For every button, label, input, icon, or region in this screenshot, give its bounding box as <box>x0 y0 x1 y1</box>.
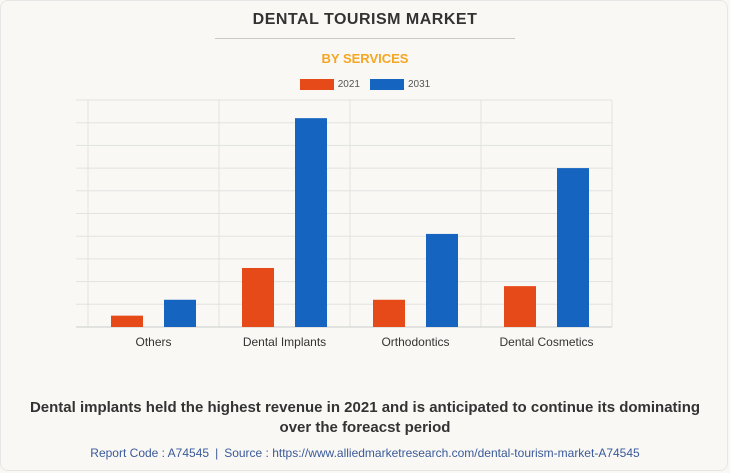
report-code: Report Code : A74545 <box>90 446 210 460</box>
x-tick-label: Others <box>135 335 171 349</box>
x-tick-label: Orthodontics <box>381 335 449 349</box>
legend-label-2021: 2021 <box>337 79 360 90</box>
chart-subtitle: BY SERVICES <box>321 51 409 66</box>
bar-2021 <box>504 286 536 327</box>
source-link[interactable]: Source : https://www.alliedmarketresearc… <box>224 446 640 460</box>
chart-caption: Dental implants held the highest revenue… <box>29 399 701 436</box>
report-footer: Report Code : A74545 | Source : https://ww… <box>0 446 730 460</box>
bar-2021 <box>373 299 405 327</box>
legend-swatch-2021 <box>299 79 334 90</box>
chart-title: DENTAL TOURISM MARKET <box>252 11 478 28</box>
footer-separator: | <box>215 446 219 460</box>
x-tick-label: Dental Cosmetics <box>499 335 593 349</box>
legend-swatch-2031 <box>370 79 404 90</box>
bar-2031 <box>295 118 327 327</box>
legend-item-2031[interactable]: 2031 <box>370 79 430 90</box>
title-divider <box>215 38 515 39</box>
bar-2021 <box>242 267 274 327</box>
bar-2031 <box>426 233 458 327</box>
bar-2031 <box>164 299 196 327</box>
legend-item-2021[interactable]: 2021 <box>299 79 360 90</box>
bar-2021 <box>111 315 143 327</box>
chart-legend: 2021 2031 <box>0 79 730 90</box>
x-tick-label: Dental Implants <box>243 335 326 349</box>
bar-2031 <box>557 168 589 327</box>
legend-label-2031: 2031 <box>408 79 431 90</box>
